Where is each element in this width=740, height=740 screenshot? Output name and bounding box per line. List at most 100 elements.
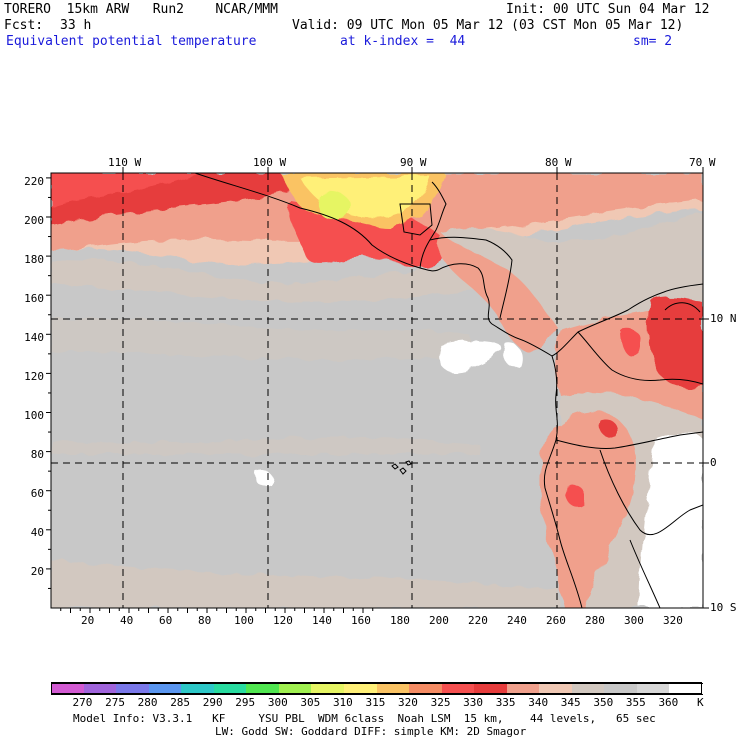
land-amazon-white <box>640 433 703 608</box>
land-hot-b <box>564 483 585 508</box>
forecast-label: Fcst: <box>4 18 44 33</box>
colorbar-swatch <box>669 683 703 695</box>
colorbar-tick-label: 335 <box>495 696 516 709</box>
colorbar-swatch <box>604 683 638 695</box>
forecast-hours: 33 h <box>60 18 92 33</box>
grid-x-label: 300 <box>624 614 644 627</box>
level-info: at k-index = 44 <box>340 34 466 49</box>
grid-x-label: 40 <box>120 614 134 627</box>
grid-x-label: 180 <box>390 614 410 627</box>
band-350-middle <box>51 318 470 360</box>
colorbar-swatch <box>148 683 182 695</box>
colorbar-swatch <box>311 683 345 695</box>
colorbar-swatch <box>441 683 475 695</box>
colorbar-tick-label: 280 <box>137 696 158 709</box>
valid-time: Valid: 09 UTC Mon 05 Mar 12 (03 CST Mon … <box>292 18 684 33</box>
grid-y-label: 20 <box>30 565 44 578</box>
colorbar-swatch <box>474 683 508 695</box>
grid-y-label: 80 <box>30 448 44 461</box>
grid-y-label: 40 <box>30 526 44 539</box>
land-venezuela-hot <box>648 297 703 388</box>
grid-y-label: 220 <box>24 175 44 188</box>
colorbar-tick-label: 290 <box>202 696 223 709</box>
colorbar-swatch <box>213 683 247 695</box>
coastlines <box>194 173 703 608</box>
init-time: Init: 00 UTC Sun 04 Mar 12 <box>506 2 710 17</box>
colorbar-tick-label: 345 <box>560 696 581 709</box>
physics-info: LW: Godd SW: Goddard DIFF: simple KM: 2D… <box>215 725 527 738</box>
colorbar-tick-label: 340 <box>528 696 549 709</box>
lake-maracaibo <box>664 302 701 313</box>
grid-y-label: 60 <box>30 487 44 500</box>
colorbar-tick-label: 320 <box>398 696 418 709</box>
colorbar-swatch <box>571 683 605 695</box>
guatemala-border <box>399 203 433 236</box>
map-frame <box>50 172 704 609</box>
patch-360-a <box>438 340 501 372</box>
grid-y-label: 180 <box>24 253 44 266</box>
colorbar-swatch <box>539 683 573 695</box>
grid-x-label: 100 <box>234 614 254 627</box>
colorbar-tick-label: 285 <box>170 696 191 709</box>
grid-y-label: 120 <box>24 370 44 383</box>
colorbar-swatch <box>343 683 378 695</box>
colorbar-swatch <box>83 683 117 695</box>
grid-y-label: 160 <box>24 292 44 305</box>
colorbar-tick-label: 310 <box>332 696 353 709</box>
grid-x-label: 140 <box>312 614 332 627</box>
colombia-border <box>577 331 703 385</box>
colorbar-tick-label: 305 <box>300 696 321 709</box>
peru-brazil-border <box>599 449 703 536</box>
field-name: Equivalent potential temperature <box>6 34 257 49</box>
colorbar-tick-label: 350 <box>593 696 614 709</box>
colorbar-swatch <box>116 683 150 695</box>
grid-x-label: 160 <box>351 614 371 627</box>
lon-label-80w: 80 W <box>545 156 572 169</box>
land-hot-a <box>620 328 642 357</box>
grid-x-label: 280 <box>585 614 605 627</box>
guatemala-coast <box>419 181 447 269</box>
colorbar-tick-label: 315 <box>365 696 386 709</box>
bolivia-border <box>629 539 661 608</box>
colorbar-swatch <box>246 683 280 695</box>
colorbar-tick-label: 355 <box>625 696 646 709</box>
colorbar-frame <box>51 682 702 694</box>
band-330-west <box>51 173 200 207</box>
lat-label-10n: 10 N <box>710 312 737 325</box>
graticule <box>51 173 703 608</box>
grid-x-label: 220 <box>468 614 488 627</box>
axis-ticks <box>46 167 709 613</box>
band-350-south <box>51 560 560 608</box>
south-america-west-coast <box>543 355 583 608</box>
colorbar-swatch <box>636 683 671 695</box>
lon-label-110w: 110 W <box>108 156 142 169</box>
band-350-equator <box>51 437 480 455</box>
patch-360-b <box>503 343 522 368</box>
grid-x-label: 320 <box>663 614 683 627</box>
grid-y-label: 100 <box>24 409 44 422</box>
colorbar-tick-label: 325 <box>430 696 451 709</box>
grid-x-label: 20 <box>81 614 95 627</box>
colorbar-tick-label: 330 <box>463 696 484 709</box>
colorbar-tick-label: 300 <box>267 696 288 709</box>
land-hot-c <box>599 419 618 438</box>
galapagos-islands <box>391 460 412 475</box>
colorbar-tick-label: 360 <box>658 696 679 709</box>
smoothing-info: sm= 2 <box>633 34 673 49</box>
colorbar-tick-label: 275 <box>105 696 125 709</box>
colorbar-swatch <box>506 683 540 695</box>
colorbar-tick-label: 270 <box>72 696 93 709</box>
lat-label-10s: 10 S <box>710 601 737 614</box>
lon-label-90w: 90 W <box>400 156 427 169</box>
band-310 <box>318 192 351 220</box>
land-peru <box>539 411 637 608</box>
ecuador-peru-border <box>555 431 703 449</box>
grid-x-label: 240 <box>507 614 527 627</box>
grid-x-label: 260 <box>546 614 566 627</box>
lat-label-0: 0 <box>710 456 717 469</box>
grid-x-label: 200 <box>429 614 449 627</box>
model-title: TORERO 15km ARW Run2 NCAR/MMM <box>4 2 278 17</box>
colorbar-swatch <box>376 683 410 695</box>
grid-x-label: 120 <box>273 614 293 627</box>
